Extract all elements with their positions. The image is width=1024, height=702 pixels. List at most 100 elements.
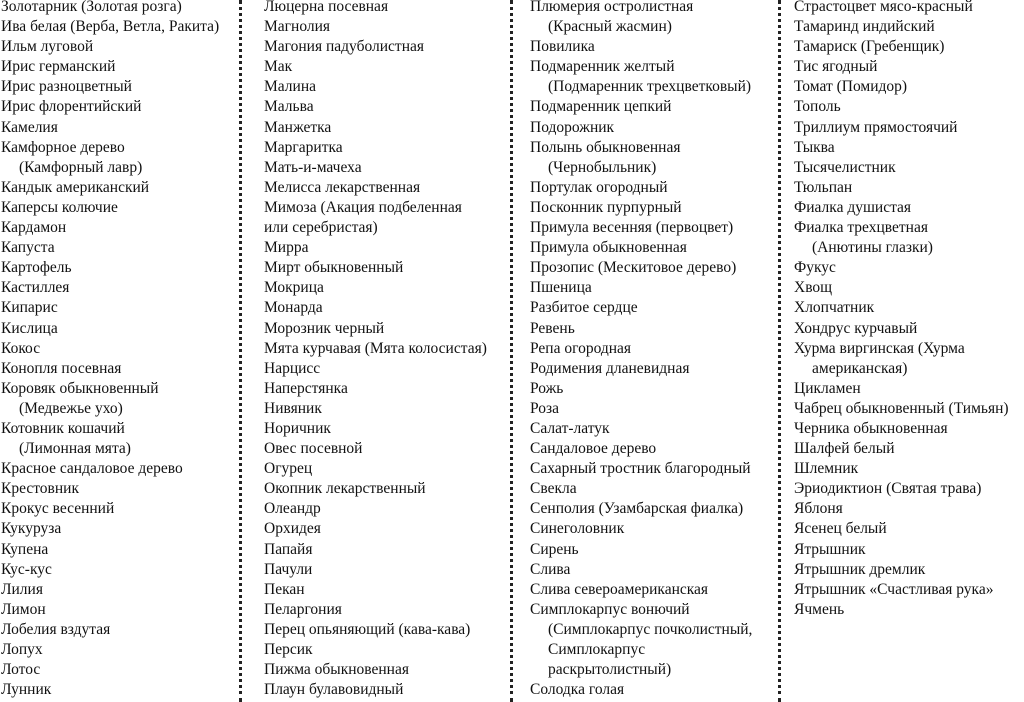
plant-name: Магнолия [264,18,331,36]
plant-name: Каперсы колючие [1,198,118,216]
plant-entry: Свекла [530,479,752,499]
plant-name: Салат-латук [530,419,610,437]
plant-name: Портулак огородный [530,178,668,196]
plant-name: Эриодиктион (Святая трава) [794,480,982,498]
plant-entry: Пекан [264,580,487,600]
plant-name: Фиалка душистая [794,198,912,216]
plant-name: Примула весенняя (первоцвет) [530,219,734,237]
plant-name: Купена [1,540,49,558]
plant-entry: Подорожник [530,118,752,138]
plant-entry: Пижма обыкновенная [264,660,487,680]
plant-entry: Репа огородная [530,339,752,359]
plant-entry: Мокрица [264,278,487,298]
plant-entry: Хвощ [794,278,1009,298]
plant-entry: Чабрец обыкновенный (Тимьян) [794,399,1009,419]
plant-entry: Мимоза (Акация подбеленная или серебриста… [264,198,487,238]
plant-entry: Нарцисс [264,359,487,379]
plant-name: Мелисса лекарственная [264,178,421,196]
plant-name: Подмаренник желтый [530,58,675,76]
plant-entry: Каперсы колючие [1,198,219,218]
plant-entry: Пшеница [530,278,752,298]
plant-entry: Мак [264,57,487,77]
plant-name: Пеларгония [264,600,342,618]
plant-entry: Ива белая (Верба, Ветла, Ракита) [1,17,219,37]
plant-entry: Тис ягодный [794,57,1009,77]
plant-name-continuation: (Анютины глазки) [812,239,933,257]
plant-entry: Пачули [264,560,487,580]
plant-entry: Повилика [530,37,752,57]
plant-name: Хлопчатник [794,299,875,317]
plant-entry: Посконник пурпурный [530,198,752,218]
plant-name-continuation: (Лимонная мята) [19,440,131,458]
plant-name: Ирис флорентийский [1,98,142,116]
plant-entry: Кипарис [1,298,219,318]
plant-name: Ива белая (Верба, Ветла, Ракита) [1,18,220,36]
plant-name: Лимон [1,600,46,618]
plant-entry: Маргаритка [264,138,487,158]
plant-entry: Олеандр [264,499,487,519]
plant-name: Мокрица [264,279,324,297]
plant-entry: Ильм луговой [1,37,219,57]
plant-entry: Кислица [1,319,219,339]
plant-entry: Морозник черный [264,319,487,339]
plant-name: Сахарный тростник благородный [530,460,751,478]
plant-name: Орхидея [264,520,321,538]
plant-name: Тыква [794,138,835,156]
plant-entry: Папайя [264,540,487,560]
plant-name: Слива североамериканская [530,580,709,598]
plant-name: Пачули [264,560,313,578]
column-separator [239,0,242,702]
plant-name: Ирис германский [1,58,116,76]
plant-list-column-3: Плюмерия остролистная (Красный жасмин) Пов… [530,0,752,700]
plant-name: Красное сандаловое дерево [1,460,183,478]
plant-name: Примула обыкновенная [530,239,687,257]
plant-name: Кипарис [1,299,58,317]
plant-entry: Кокос [1,339,219,359]
plant-name: Мак [264,58,293,76]
plant-entry: Цикламен [794,379,1009,399]
plant-entry: Конопля посевная [1,359,219,379]
plant-entry: Синеголовник [530,519,752,539]
plant-entry: Ятрышник «Счастливая рука» [794,580,1009,600]
plant-entry: Норичник [264,419,487,439]
plant-name: Рожь [530,379,564,397]
plant-entry: Фукус [794,258,1009,278]
plant-name: Слива [530,560,571,578]
plant-name: Кукуруза [1,520,62,538]
plant-entry: Роза [530,399,752,419]
plant-name: Ятрышник дремлик [794,560,926,578]
plant-name: Манжетка [264,118,332,136]
plant-name-continuation: (Камфорный лавр) [19,158,143,176]
plant-entry: Ясенец белый [794,519,1009,539]
plant-name: Тис ягодный [794,58,878,76]
plant-name: Томат (Помидор) [794,78,908,96]
plant-name: Маргаритка [264,138,343,156]
plant-name: Лопух [1,641,43,658]
plant-name: Нивяник [264,399,322,417]
plant-name: Овес посевной [264,440,363,458]
plant-entry: Примула обыкновенная [530,238,752,258]
plant-entry: Пеларгония [264,600,487,620]
plant-entry: Сирень [530,540,752,560]
plant-name: Черника обыкновенная [794,419,948,437]
plant-name: Ятрышник «Счастливая рука» [794,580,994,598]
plant-name: Симплокарпус вонючий [530,600,690,618]
plant-entry: Тамариск (Гребенщик) [794,37,1009,57]
plant-entry: Ятрышник дремлик [794,560,1009,580]
plant-name: Синеголовник [530,520,625,538]
plant-name: Роза [530,399,559,417]
plant-entry: Монарда [264,298,487,318]
plant-entry: Портулак огородный [530,178,752,198]
plant-name: Кандык американский [1,178,150,196]
plant-entry: Кукуруза [1,519,219,539]
plant-entry: Коровяк обыкновенный (Медвежье ухо) [1,379,219,419]
plant-name: Крестовник [1,480,79,498]
plant-name: Крокус весенний [1,500,115,518]
plant-name: Хурма виргинская (Хурма [794,339,965,357]
plant-entry: Магония падуболистная [264,37,487,57]
plant-name: Капуста [1,239,55,257]
plant-name: Родимения дланевидная [530,359,690,377]
plant-name: Прозопис (Мескитовое дерево) [530,259,737,277]
plant-name: Лилия [1,580,43,598]
plant-name-continuation: раскрытолистный) [548,661,672,679]
